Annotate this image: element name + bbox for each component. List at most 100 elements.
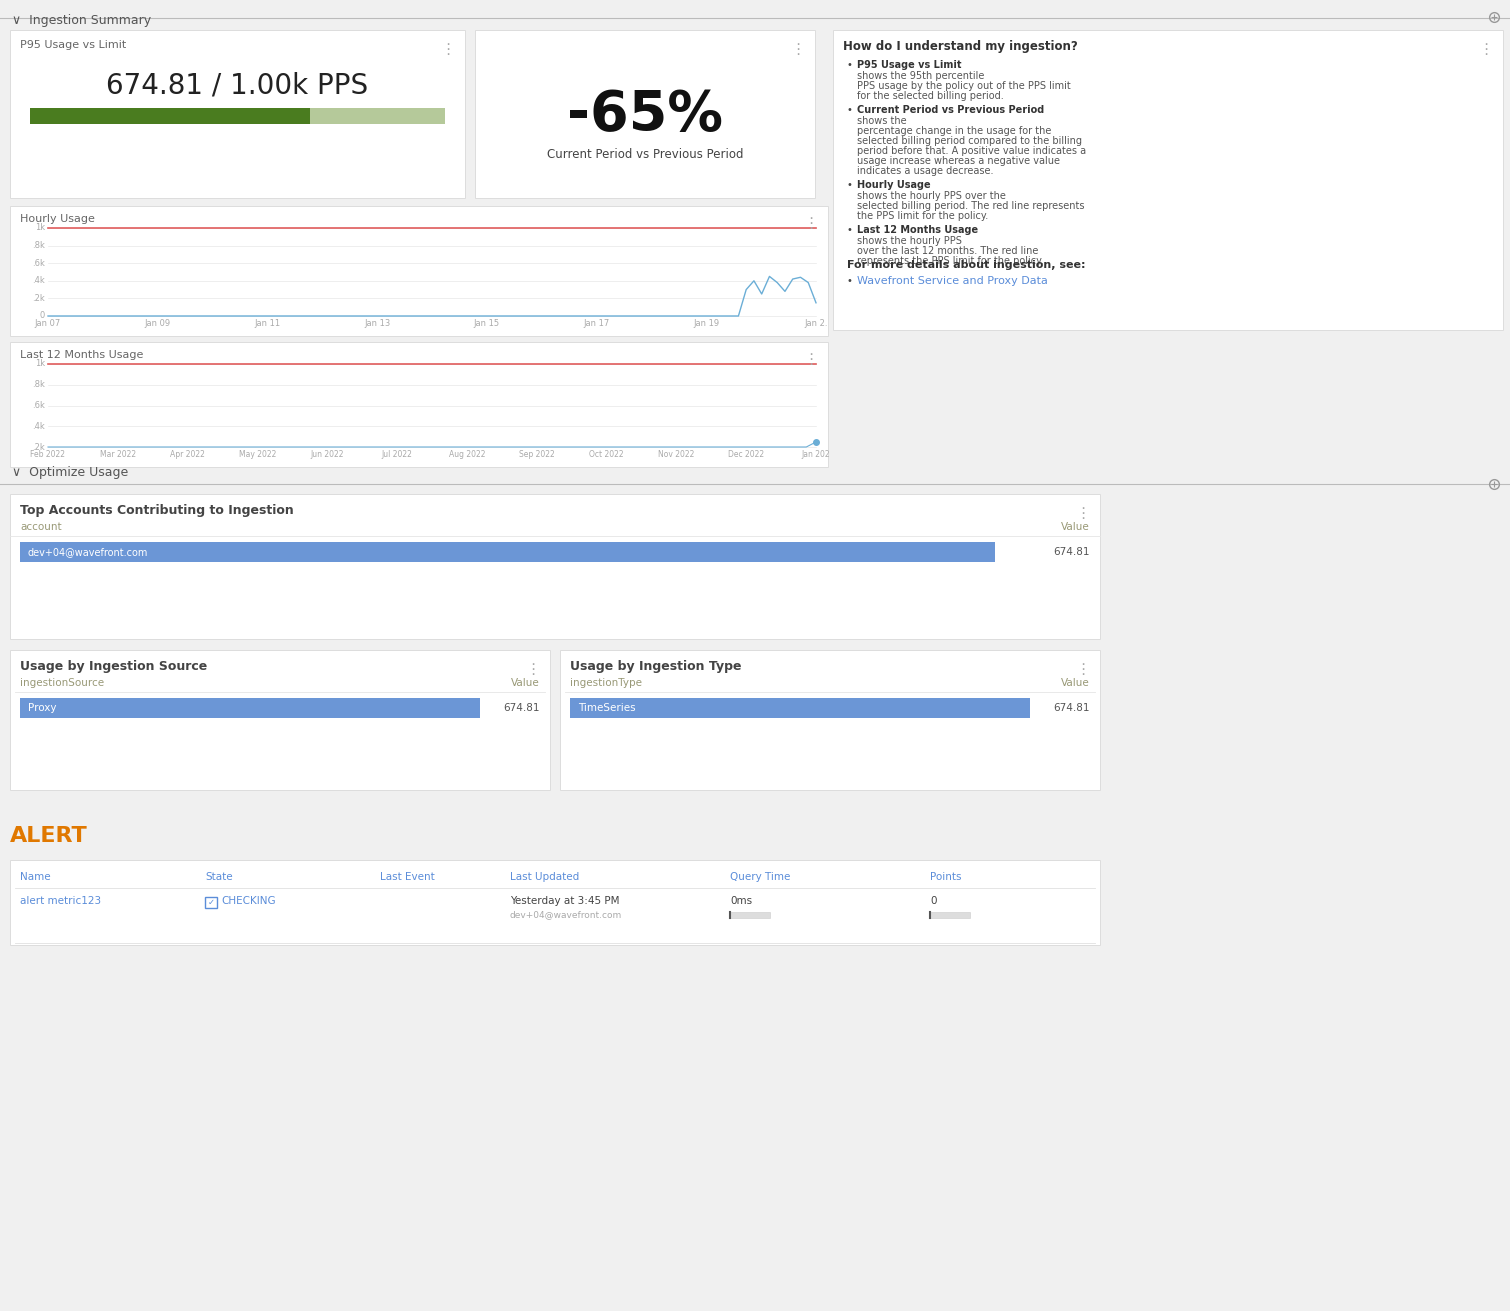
Text: .6k: .6k [32, 401, 45, 410]
Text: .2k: .2k [32, 294, 45, 303]
Text: Mar 2022: Mar 2022 [100, 450, 136, 459]
Text: Jan 17: Jan 17 [583, 319, 610, 328]
Text: over the last 12 months. The red line: over the last 12 months. The red line [858, 246, 1039, 256]
Text: Yesterday at 3:45 PM: Yesterday at 3:45 PM [510, 895, 619, 906]
Bar [205, 897, 217, 909]
Text: .6k: .6k [32, 258, 45, 267]
Text: ⋮: ⋮ [1478, 42, 1493, 56]
Text: 0: 0 [930, 895, 936, 906]
Text: Jan 07: Jan 07 [35, 319, 60, 328]
Text: percentage change in the usage for the: percentage change in the usage for the [858, 126, 1051, 136]
Text: Sep 2022: Sep 2022 [519, 450, 554, 459]
Text: .4k: .4k [32, 277, 45, 286]
Text: Name: Name [20, 872, 51, 882]
Text: 0ms: 0ms [729, 895, 752, 906]
Text: Feb 2022: Feb 2022 [30, 450, 65, 459]
Text: .8k: .8k [32, 241, 45, 250]
Bar [11, 860, 1099, 945]
Text: 1k: 1k [35, 223, 45, 232]
Text: Query Time: Query Time [729, 872, 790, 882]
Bar [560, 650, 1099, 791]
Text: Aug 2022: Aug 2022 [448, 450, 485, 459]
Text: Jan 202: Jan 202 [802, 450, 831, 459]
Text: Usage by Ingestion Type: Usage by Ingestion Type [569, 659, 741, 673]
Text: State: State [205, 872, 233, 882]
Text: .2k: .2k [32, 443, 45, 451]
Bar [11, 650, 550, 791]
Text: Value: Value [1062, 678, 1090, 688]
Text: shows the: shows the [858, 115, 906, 126]
Text: ∨  Optimize Usage: ∨ Optimize Usage [12, 465, 128, 479]
Bar [11, 30, 465, 198]
Text: Usage by Ingestion Source: Usage by Ingestion Source [20, 659, 207, 673]
Text: selected billing period. The red line represents: selected billing period. The red line re… [858, 201, 1084, 211]
Text: account: account [20, 522, 62, 532]
Text: For more details about ingestion, see:: For more details about ingestion, see: [847, 260, 1086, 270]
Text: indicates a usage decrease.: indicates a usage decrease. [858, 166, 994, 176]
Bar [930, 912, 969, 918]
Text: •: • [847, 105, 853, 115]
Text: Last Event: Last Event [381, 872, 435, 882]
Text: TimeSeries: TimeSeries [578, 703, 636, 713]
Text: Wavefront Service and Proxy Data: Wavefront Service and Proxy Data [858, 277, 1048, 286]
Text: ⋮: ⋮ [803, 216, 818, 231]
Text: Last Updated: Last Updated [510, 872, 580, 882]
Text: selected billing period compared to the billing: selected billing period compared to the … [858, 136, 1083, 146]
Bar [20, 697, 480, 718]
Text: alert metric123: alert metric123 [20, 895, 101, 906]
Text: Nov 2022: Nov 2022 [658, 450, 695, 459]
Text: Jan 2.: Jan 2. [805, 319, 827, 328]
Text: •: • [847, 277, 853, 286]
Text: represents the PPS limit for the policy.: represents the PPS limit for the policy. [858, 256, 1043, 266]
Text: ⋮: ⋮ [790, 42, 805, 56]
Text: Last 12 Months Usage: Last 12 Months Usage [858, 225, 978, 235]
Text: Hourly Usage: Hourly Usage [20, 214, 95, 224]
Text: ∨  Ingestion Summary: ∨ Ingestion Summary [12, 14, 151, 28]
Text: ingestionSource: ingestionSource [20, 678, 104, 688]
Text: usage increase whereas a negative value: usage increase whereas a negative value [858, 156, 1060, 166]
Bar [476, 30, 815, 198]
Text: •: • [847, 225, 853, 235]
Bar [30, 108, 310, 125]
Bar [20, 541, 995, 562]
Text: shows the hourly PPS: shows the hourly PPS [858, 236, 962, 246]
Text: CHECKING: CHECKING [220, 895, 276, 906]
Text: ⋮: ⋮ [1075, 662, 1090, 676]
Text: .4k: .4k [32, 422, 45, 431]
Bar [11, 494, 1099, 638]
Text: ⋮: ⋮ [439, 42, 455, 56]
Bar [569, 697, 1030, 718]
Text: •: • [847, 180, 853, 190]
Text: dev+04@wavefront.com: dev+04@wavefront.com [510, 910, 622, 919]
Text: Value: Value [512, 678, 541, 688]
Bar [30, 108, 445, 125]
Text: How do I understand my ingestion?: How do I understand my ingestion? [843, 41, 1078, 52]
Text: 674.81: 674.81 [1054, 703, 1090, 713]
Text: Jun 2022: Jun 2022 [311, 450, 344, 459]
Text: P95 Usage vs Limit: P95 Usage vs Limit [858, 60, 962, 69]
Text: -65%: -65% [566, 88, 723, 142]
Text: 674.81 / 1.00k PPS: 674.81 / 1.00k PPS [106, 71, 368, 100]
Text: Jul 2022: Jul 2022 [382, 450, 412, 459]
Text: 1k: 1k [35, 359, 45, 368]
Text: .8k: .8k [32, 380, 45, 389]
Text: 674.81: 674.81 [503, 703, 541, 713]
Text: Jan 09: Jan 09 [145, 319, 171, 328]
Text: Last 12 Months Usage: Last 12 Months Usage [20, 350, 143, 361]
Text: Hourly Usage: Hourly Usage [858, 180, 930, 190]
Text: Jan 15: Jan 15 [474, 319, 500, 328]
Text: Jan 19: Jan 19 [693, 319, 719, 328]
Text: Oct 2022: Oct 2022 [589, 450, 624, 459]
Bar [11, 206, 827, 336]
Text: 0: 0 [39, 312, 45, 320]
Text: ALERT: ALERT [11, 826, 88, 846]
Text: Dec 2022: Dec 2022 [728, 450, 764, 459]
Text: May 2022: May 2022 [239, 450, 276, 459]
Text: Top Accounts Contributing to Ingestion: Top Accounts Contributing to Ingestion [20, 503, 294, 517]
Text: P95 Usage vs Limit: P95 Usage vs Limit [20, 41, 127, 50]
Text: period before that. A positive value indicates a: period before that. A positive value ind… [858, 146, 1086, 156]
Text: shows the 95th percentile: shows the 95th percentile [858, 71, 985, 81]
Text: the PPS limit for the policy.: the PPS limit for the policy. [858, 211, 988, 222]
Text: ⋮: ⋮ [803, 351, 818, 367]
Text: ✓: ✓ [207, 898, 214, 906]
